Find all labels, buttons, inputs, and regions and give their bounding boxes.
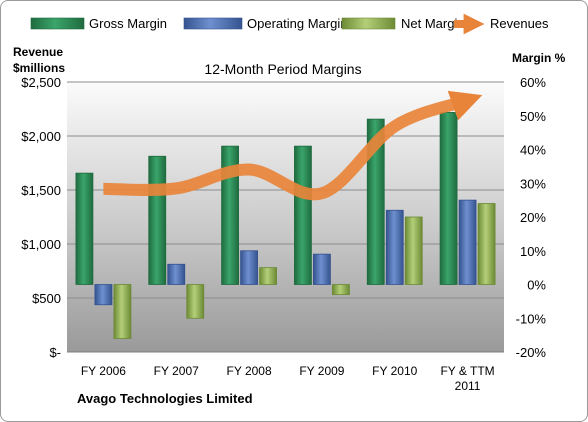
bar-operating-margin-fy-2007 (167, 263, 186, 285)
left-axis-label-line2: $millions (13, 61, 65, 75)
category-label-fy-2006: FY 2006 (81, 364, 126, 378)
left-axis-ticks: $- $500 $1,000 $1,500 $2,000 $2,500 (21, 75, 61, 360)
legend: Gross Margin Operating Margin Net Margin… (30, 13, 549, 35)
left-tick-label-2: $1,000 (21, 237, 61, 252)
revenue-line (103, 90, 483, 201)
right-axis-label: Margin % (512, 51, 566, 65)
bar-gross-margin-fy-ttm-2011 (439, 111, 458, 285)
left-tick-label-0: $- (49, 345, 61, 360)
legend-item-operating-margin: Operating Margin (183, 16, 347, 31)
category-label-fy-2010: FY 2010 (372, 364, 417, 378)
legend-label-gross-margin: Gross Margin (89, 16, 167, 31)
bar-net-margin-fy-2008 (259, 267, 277, 285)
bar-gross-margin-fy-2009 (294, 145, 312, 285)
category-label-fy-ttm-2011: FY & TTM 2011 (440, 364, 494, 393)
category-labels: FY 2006 FY 2007 FY 2008 FY 2009 FY 2010 FY & … (81, 364, 495, 393)
right-tick-label-6: 40% (520, 143, 546, 158)
right-tick-label-0: -20% (516, 345, 547, 360)
bar-operating-margin-fy-2008 (240, 250, 258, 285)
bar-gross-margin-fy-2010 (366, 118, 385, 285)
legend-label-operating-margin: Operating Margin (247, 16, 347, 31)
category-label-fy-2007: FY 2007 (154, 364, 199, 378)
legend-swatch-gross-margin (30, 17, 85, 30)
bar-operating-margin-fy-ttm-2011 (458, 199, 477, 285)
category-label-fy-2008: FY 2008 (227, 364, 272, 378)
legend-label-revenues: Revenues (490, 16, 549, 31)
legend-label-net-margin: Net Margin (401, 16, 465, 31)
bar-operating-margin-fy-2010 (385, 209, 404, 285)
left-tick-label-5: $2,500 (21, 75, 61, 90)
left-tick-label-3: $1,500 (21, 183, 61, 198)
right-tick-label-4: 20% (520, 210, 546, 225)
left-axis-label-line1: Revenue (13, 45, 63, 59)
bar-net-margin-fy-2006 (113, 284, 132, 339)
left-tick-label-1: $500 (32, 291, 61, 306)
bar-gross-margin-fy-2006 (75, 172, 94, 285)
legend-swatch-net-margin (341, 17, 396, 30)
left-tick-label-4: $2,000 (21, 129, 61, 144)
right-tick-label-2: 0% (527, 278, 546, 293)
bar-net-margin-fy-ttm-2011 (477, 203, 496, 285)
bar-net-margin-fy-2009 (332, 284, 350, 296)
plot-area (67, 82, 504, 352)
right-tick-label-7: 50% (520, 109, 546, 124)
legend-swatch-operating-margin (183, 17, 243, 30)
legend-item-net-margin: Net Margin (341, 16, 465, 31)
bar-gross-margin-fy-2008 (221, 145, 239, 285)
company-name: Avago Technologies Limited (77, 391, 253, 406)
bar-operating-margin-fy-2006 (94, 284, 113, 306)
right-tick-label-3: 10% (520, 244, 546, 259)
bars (75, 111, 496, 339)
bar-net-margin-fy-2007 (186, 284, 205, 319)
revenue-line-path (103, 90, 483, 201)
right-axis-ticks: -20% -10% 0% 10% 20% 30% 40% 50% 60% (516, 75, 547, 360)
bar-gross-margin-fy-2007 (148, 155, 167, 285)
chart-title: 12-Month Period Margins (204, 61, 361, 77)
right-tick-label-1: -10% (516, 311, 547, 326)
bar-operating-margin-fy-2009 (313, 253, 331, 285)
legend-item-revenues: Revenues (454, 13, 549, 35)
right-tick-label-8: 60% (520, 75, 546, 90)
bar-net-margin-fy-2010 (404, 216, 423, 285)
legend-item-gross-margin: Gross Margin (30, 16, 167, 31)
category-label-fy-2009: FY 2009 (299, 364, 344, 378)
right-tick-label-5: 30% (520, 176, 546, 191)
